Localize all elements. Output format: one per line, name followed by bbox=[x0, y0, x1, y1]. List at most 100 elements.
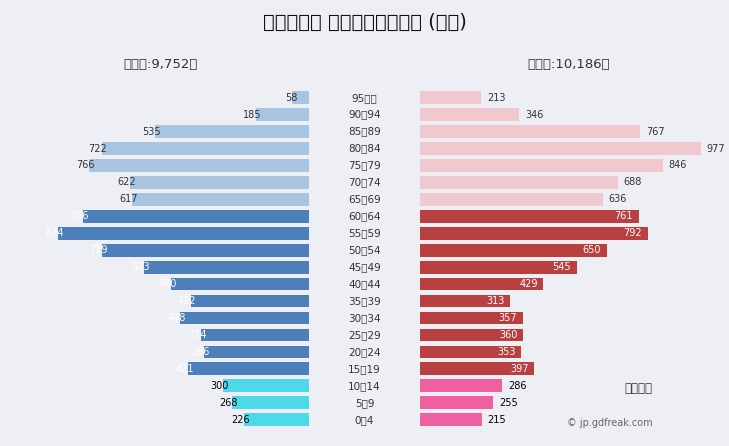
Bar bbox=[190, 295, 309, 307]
Bar bbox=[180, 312, 309, 324]
Text: 男性計:9,752人: 男性計:9,752人 bbox=[123, 58, 198, 71]
Text: 722: 722 bbox=[88, 144, 107, 153]
Text: 15～19: 15～19 bbox=[348, 364, 381, 374]
Text: 636: 636 bbox=[609, 194, 627, 204]
Bar bbox=[420, 295, 510, 307]
Text: 226: 226 bbox=[231, 415, 250, 425]
Text: 45～49: 45～49 bbox=[348, 262, 381, 272]
Text: 286: 286 bbox=[508, 381, 526, 391]
Bar bbox=[204, 346, 309, 358]
Bar bbox=[420, 193, 603, 206]
Text: 397: 397 bbox=[510, 364, 529, 374]
Text: 単位：人: 単位：人 bbox=[625, 382, 652, 395]
Text: 268: 268 bbox=[219, 398, 238, 408]
Text: 20～24: 20～24 bbox=[348, 347, 381, 357]
Text: 719: 719 bbox=[90, 245, 108, 255]
Text: 366: 366 bbox=[191, 347, 209, 357]
Text: 374: 374 bbox=[189, 330, 207, 340]
Text: 622: 622 bbox=[117, 178, 136, 187]
Bar bbox=[420, 91, 481, 104]
Text: 480: 480 bbox=[158, 279, 177, 289]
Text: 95歳～: 95歳～ bbox=[351, 93, 378, 103]
Text: 766: 766 bbox=[76, 161, 95, 170]
Text: 58: 58 bbox=[286, 93, 298, 103]
Bar bbox=[420, 396, 494, 409]
Text: 5～9: 5～9 bbox=[355, 398, 374, 408]
Bar bbox=[89, 159, 309, 172]
Bar bbox=[232, 396, 309, 409]
Bar bbox=[244, 413, 309, 426]
Text: 360: 360 bbox=[499, 330, 518, 340]
Text: 65～69: 65～69 bbox=[348, 194, 381, 204]
Text: 767: 767 bbox=[646, 127, 665, 136]
Text: 313: 313 bbox=[486, 296, 504, 306]
Bar bbox=[420, 261, 577, 273]
Text: 女性計:10,186人: 女性計:10,186人 bbox=[527, 58, 610, 71]
Bar bbox=[223, 380, 309, 392]
Text: 25～29: 25～29 bbox=[348, 330, 381, 340]
Text: 448: 448 bbox=[168, 313, 186, 323]
Text: 688: 688 bbox=[623, 178, 642, 187]
Text: 761: 761 bbox=[615, 211, 633, 221]
Text: 55～59: 55～59 bbox=[348, 228, 381, 238]
Bar bbox=[420, 210, 639, 223]
Bar bbox=[201, 329, 309, 341]
Text: 412: 412 bbox=[178, 296, 196, 306]
Text: 213: 213 bbox=[487, 93, 505, 103]
Bar bbox=[420, 159, 663, 172]
Bar bbox=[58, 227, 309, 240]
Text: 535: 535 bbox=[142, 127, 161, 136]
Bar bbox=[144, 261, 309, 273]
Text: 10～14: 10～14 bbox=[348, 381, 381, 391]
Text: 185: 185 bbox=[243, 110, 262, 120]
Text: 977: 977 bbox=[706, 144, 725, 153]
Text: 90～94: 90～94 bbox=[348, 110, 381, 120]
Bar bbox=[420, 227, 647, 240]
Bar bbox=[188, 363, 309, 375]
Text: 353: 353 bbox=[497, 347, 515, 357]
Bar bbox=[420, 176, 617, 189]
Text: 80～84: 80～84 bbox=[348, 144, 381, 153]
Text: 35～39: 35～39 bbox=[348, 296, 381, 306]
Text: 346: 346 bbox=[525, 110, 544, 120]
Text: 85～89: 85～89 bbox=[348, 127, 381, 136]
Bar bbox=[420, 244, 607, 256]
Bar bbox=[420, 380, 502, 392]
Text: 215: 215 bbox=[488, 415, 506, 425]
Text: 429: 429 bbox=[519, 279, 537, 289]
Text: 545: 545 bbox=[553, 262, 571, 272]
Bar bbox=[83, 210, 309, 223]
Text: 30～34: 30～34 bbox=[348, 313, 381, 323]
Text: © jp.gdfreak.com: © jp.gdfreak.com bbox=[567, 418, 652, 428]
Bar bbox=[420, 329, 523, 341]
Text: 60～64: 60～64 bbox=[348, 211, 381, 221]
Bar bbox=[256, 108, 309, 121]
Bar bbox=[420, 413, 482, 426]
Bar bbox=[155, 125, 309, 138]
Text: 0～4: 0～4 bbox=[355, 415, 374, 425]
Bar bbox=[292, 91, 309, 104]
Bar bbox=[420, 125, 640, 138]
Text: 421: 421 bbox=[175, 364, 194, 374]
Bar bbox=[130, 176, 309, 189]
Text: 357: 357 bbox=[498, 313, 517, 323]
Text: 617: 617 bbox=[119, 194, 138, 204]
Bar bbox=[102, 244, 309, 256]
Text: 874: 874 bbox=[45, 228, 63, 238]
Text: 786: 786 bbox=[71, 211, 89, 221]
Bar bbox=[420, 312, 523, 324]
Text: 255: 255 bbox=[499, 398, 518, 408]
Bar bbox=[420, 278, 543, 290]
Text: 792: 792 bbox=[623, 228, 642, 238]
Bar bbox=[420, 346, 521, 358]
Text: 846: 846 bbox=[668, 161, 687, 170]
Text: 50～54: 50～54 bbox=[348, 245, 381, 255]
Text: 75～79: 75～79 bbox=[348, 161, 381, 170]
Text: 40～44: 40～44 bbox=[348, 279, 381, 289]
Bar bbox=[420, 108, 520, 121]
Text: ２０３５年 美里町の人口構成 (予測): ２０３５年 美里町の人口構成 (予測) bbox=[262, 13, 467, 33]
Bar bbox=[101, 142, 309, 155]
Text: 573: 573 bbox=[131, 262, 150, 272]
Bar bbox=[132, 193, 309, 206]
Bar bbox=[420, 142, 701, 155]
